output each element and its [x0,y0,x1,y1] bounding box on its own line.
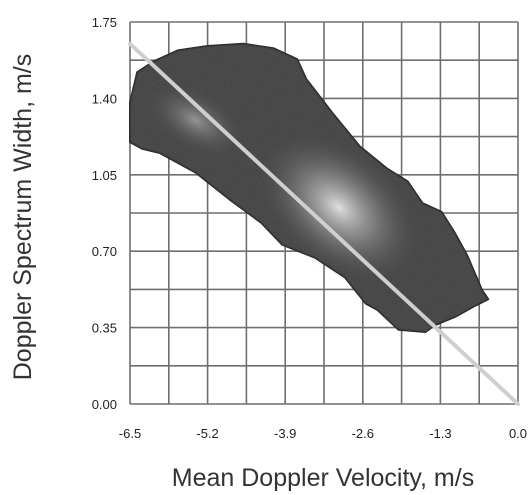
density-cluster [129,42,490,333]
y-tick-label: 1.75 [92,15,117,30]
y-tick-label: 1.05 [92,168,117,183]
x-tick-label: -6.5 [119,426,141,441]
x-tick-label: -5.2 [196,426,218,441]
y-tick-label: 0.00 [92,397,117,412]
density-secondary [145,82,246,159]
x-tick-label: -2.6 [352,426,374,441]
x-tick-label: -3.9 [274,426,296,441]
fit-line-layer [128,41,520,406]
axes: -6.5 -5.2 -3.9 -2.6 -1.3 0.0 0.00 0.35 0.70 1.05 1… [92,15,527,441]
y-tick-label: 0.70 [92,244,117,259]
y-tick-label: 1.40 [92,91,117,106]
fit-line [128,41,520,406]
x-tick-label: 0.0 [509,426,527,441]
density-peak [256,131,422,284]
x-tick-label: -1.3 [429,426,451,441]
y-axis-title: Doppler Spectrum Width, m/s [9,54,37,381]
y-tick-label: 0.35 [92,321,117,336]
x-axis-title: Mean Doppler Velocity, m/s [172,464,474,492]
